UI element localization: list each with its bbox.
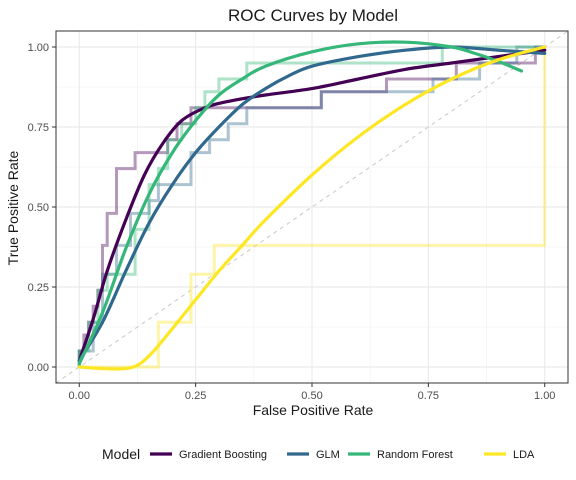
grid-major: [56, 31, 568, 383]
smooth-curve-random-forest: [77, 40, 524, 366]
legend: Model Gradient Boosting GLM Random Forest L…: [102, 446, 535, 462]
smooth-curve-layer: [77, 40, 547, 371]
x-axis-ticks: 0.00 0.25 0.50 0.75 1.00: [69, 383, 555, 402]
x-tick-label: 0.00: [69, 390, 90, 402]
x-axis-title: False Positive Rate: [253, 402, 374, 418]
chart-title: ROC Curves by Model: [228, 6, 398, 25]
y-tick-label: 0.75: [28, 122, 49, 134]
roc-step-glm: [77, 45, 545, 367]
legend-label-lda: LDA: [513, 449, 535, 461]
smooth-curve-gradient-boosting: [77, 48, 547, 363]
x-tick-label: 0.75: [418, 390, 439, 402]
y-tick-label: 0.50: [28, 202, 49, 214]
y-axis-ticks: 0.00 0.25 0.50 0.75 1.00: [28, 42, 56, 374]
smooth-curve-glm: [77, 45, 547, 363]
roc-step-gradient-boosting: [77, 45, 545, 367]
y-tick-label: 0.25: [28, 282, 49, 294]
legend-label-glm: GLM: [316, 449, 340, 461]
y-tick-label: 0.00: [28, 362, 49, 374]
y-axis-title: True Positive Rate: [5, 150, 21, 265]
smooth-curve-lda: [77, 45, 547, 371]
roc-step-lda: [79, 47, 547, 369]
y-tick-label: 1.00: [28, 42, 49, 54]
x-tick-label: 1.00: [534, 390, 555, 402]
legend-title: Model: [102, 446, 140, 462]
x-tick-label: 0.50: [301, 390, 322, 402]
x-tick-label: 0.25: [185, 390, 206, 402]
legend-label-gradient-boosting: Gradient Boosting: [179, 449, 267, 461]
legend-label-random-forest: Random Forest: [377, 449, 453, 461]
